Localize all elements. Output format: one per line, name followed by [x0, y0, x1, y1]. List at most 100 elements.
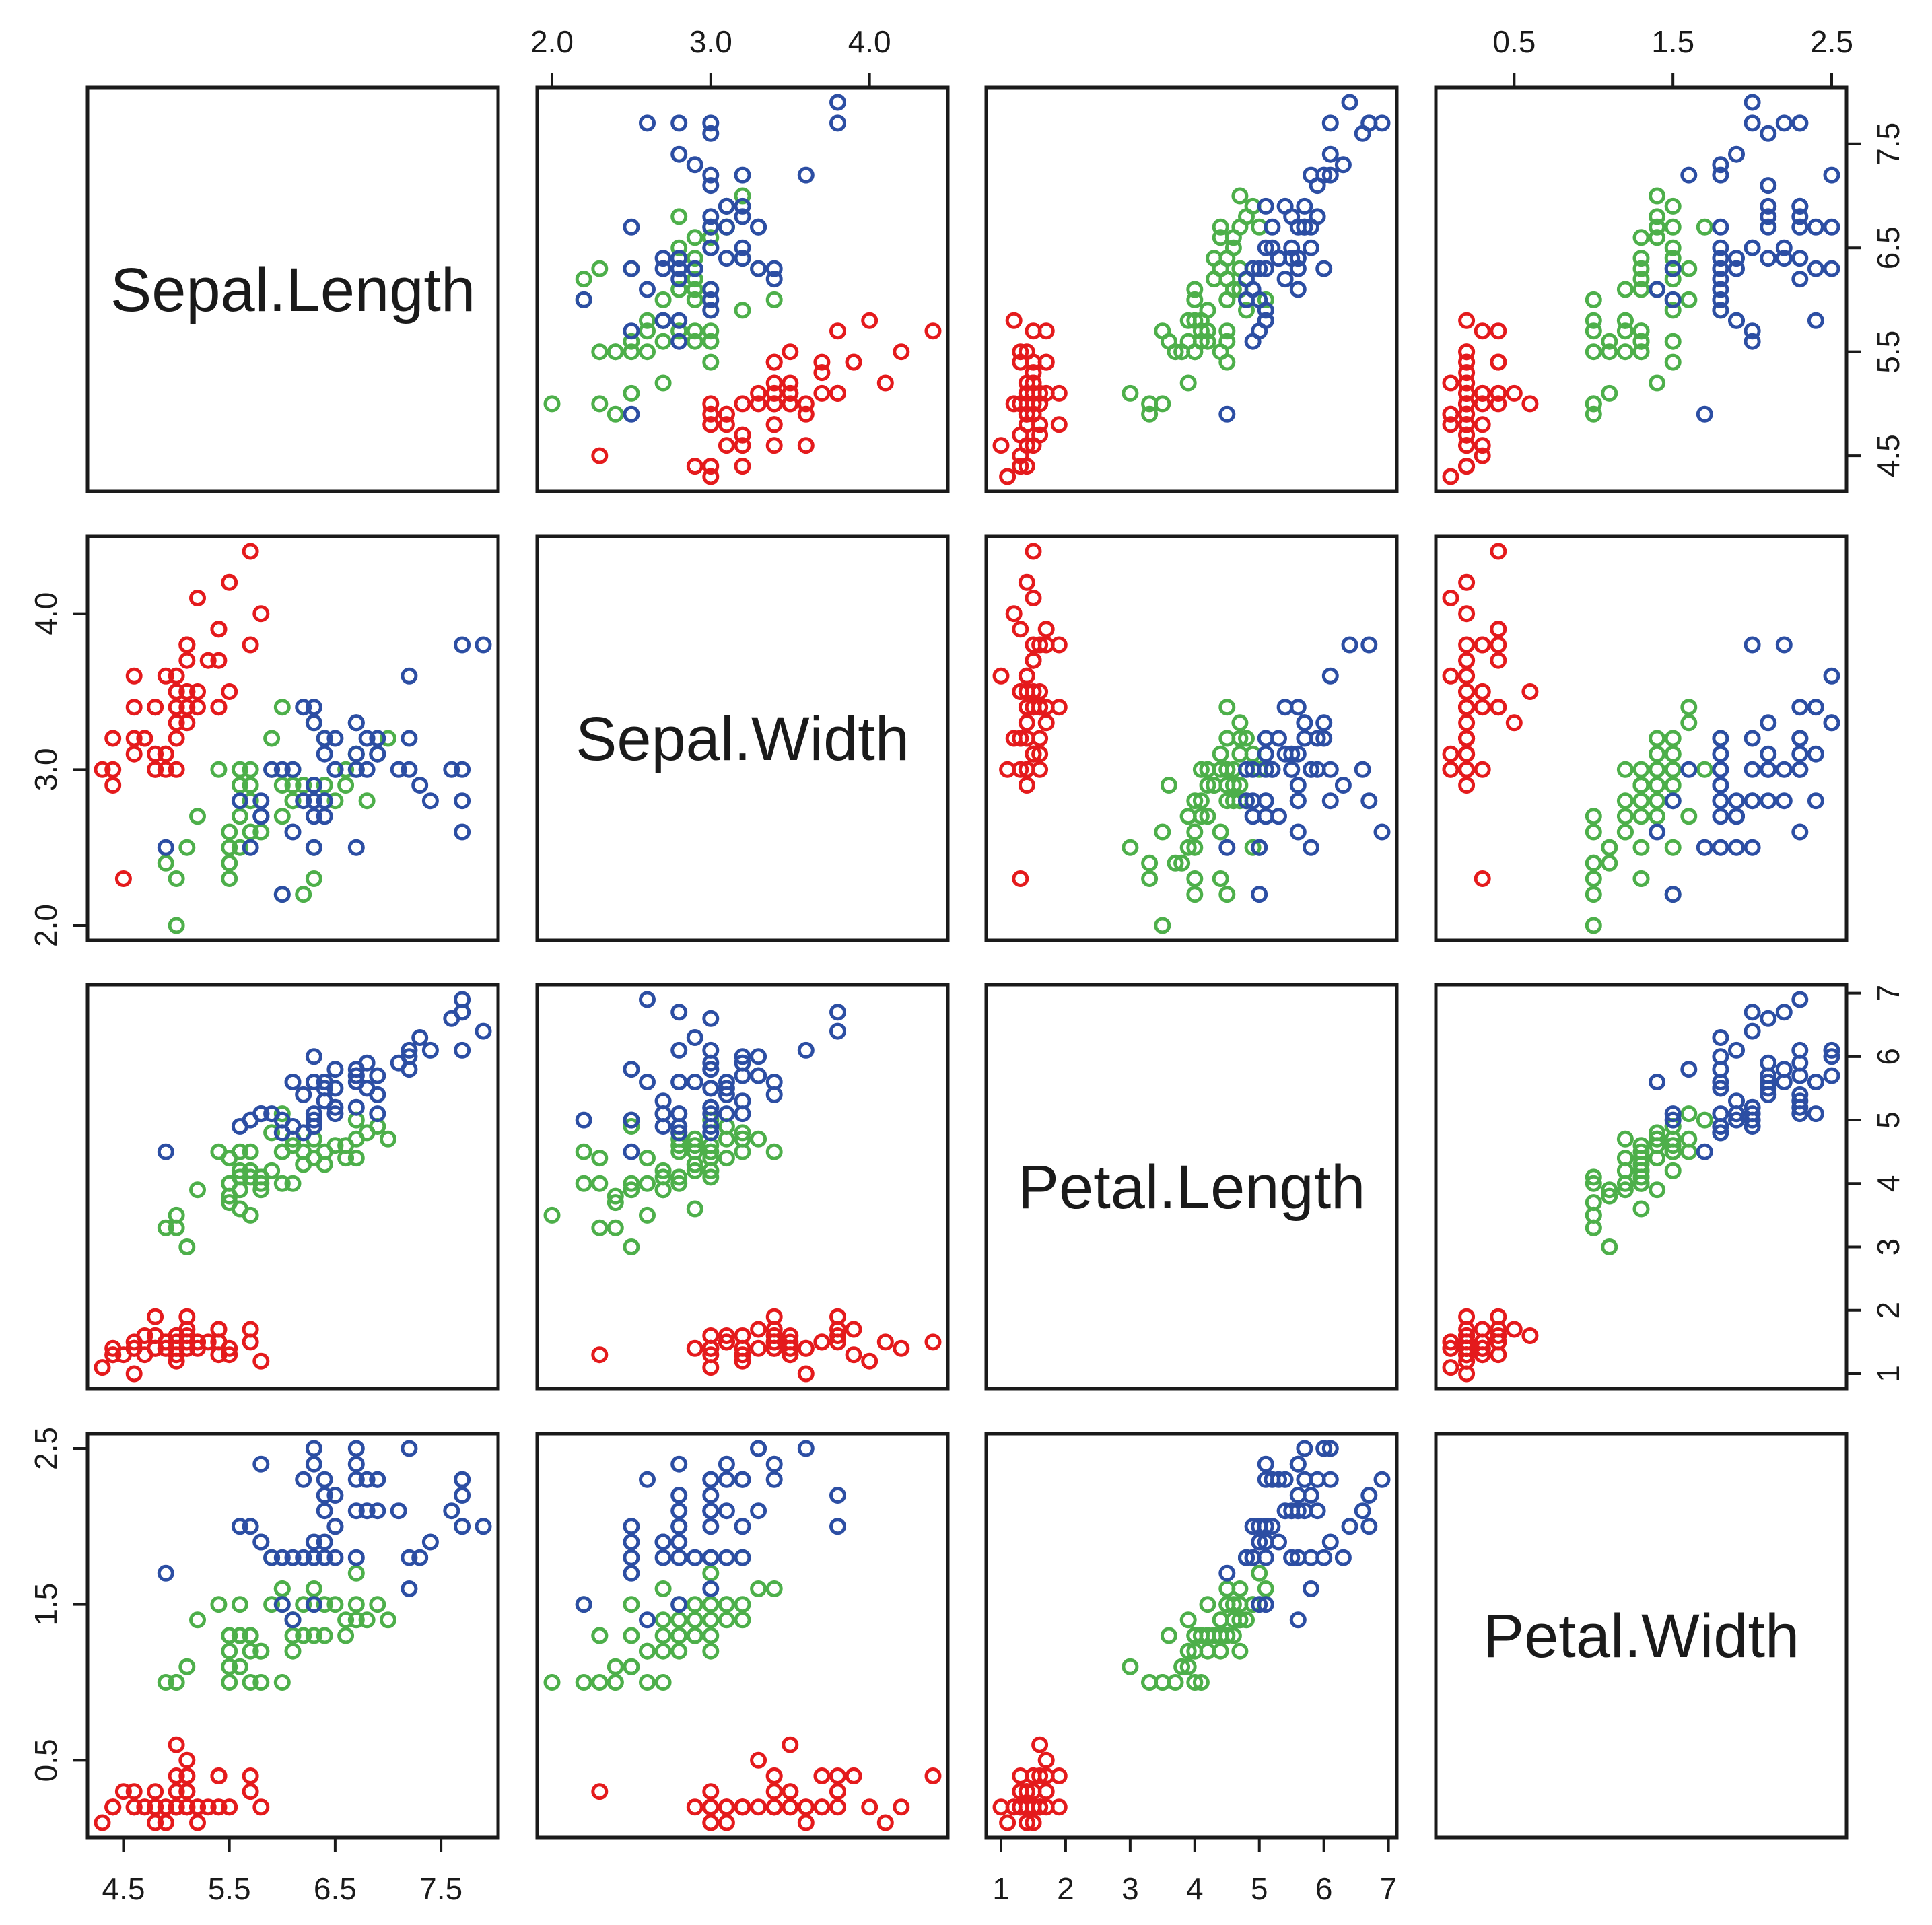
data-point-group-2 [1218, 761, 1236, 778]
data-point-group-3 [734, 250, 751, 267]
data-point-group-3 [1791, 250, 1809, 267]
data-point-group-2 [1585, 886, 1602, 903]
data-point-group-3 [1791, 745, 1809, 763]
tick-label: 4.0 [28, 592, 63, 635]
data-point-group-2 [252, 1674, 270, 1691]
data-point-group-2 [1616, 792, 1634, 810]
data-point-group-2 [231, 1596, 248, 1613]
data-point-group-1 [686, 1339, 703, 1357]
tick-label: 0.5 [28, 1739, 63, 1782]
data-point-group-2 [380, 1611, 396, 1629]
data-point-group-3 [369, 1105, 386, 1123]
data-point-group-3 [1296, 218, 1313, 236]
data-point-group-1 [125, 1783, 143, 1800]
data-point-group-3 [623, 218, 640, 236]
data-point-group-3 [702, 1105, 720, 1123]
data-point-group-1 [829, 384, 846, 402]
data-point-group-1 [242, 1768, 259, 1784]
data-point-group-2 [1206, 271, 1223, 288]
data-point-group-2 [1649, 1181, 1666, 1199]
data-point-group-2 [221, 1194, 238, 1212]
data-point-group-3 [1680, 1061, 1698, 1078]
data-point-group-2 [686, 322, 703, 340]
data-point-group-1 [750, 1321, 767, 1338]
data-point-group-2 [1664, 761, 1682, 778]
data-point-group-3 [734, 1054, 751, 1072]
data-point-group-1 [829, 1333, 846, 1351]
data-point-group-2 [765, 1143, 783, 1160]
data-point-group-2 [607, 1194, 624, 1212]
data-point-group-1 [1490, 1308, 1507, 1325]
data-point-group-1 [1012, 730, 1029, 747]
data-point-group-2 [607, 1658, 624, 1675]
data-point-group-2 [1212, 870, 1229, 887]
data-point-group-3 [242, 839, 259, 856]
data-point-group-3 [718, 1502, 735, 1520]
data-point-group-2 [686, 332, 703, 350]
data-point-group-2 [1122, 384, 1139, 402]
data-point-group-3 [1315, 1549, 1333, 1566]
data-point-group-3 [670, 260, 688, 277]
data-point-group-1 [147, 1339, 164, 1357]
data-point-group-2 [284, 792, 302, 810]
data-point-group-3 [1744, 636, 1761, 654]
data-point-group-2 [1632, 1200, 1650, 1218]
data-point-group-1 [1490, 699, 1507, 716]
data-point-group-1 [168, 1783, 185, 1800]
data-point-group-1 [1050, 699, 1068, 716]
data-point-group-2 [639, 1175, 656, 1192]
data-point-group-1 [1031, 1736, 1049, 1753]
tick-label: 5.5 [1871, 330, 1906, 374]
data-point-group-3 [358, 1502, 376, 1520]
data-point-group-3 [1712, 761, 1729, 778]
data-point-group-1 [1442, 1333, 1459, 1351]
data-point-group-2 [1696, 761, 1713, 778]
panel-frame [984, 85, 1399, 493]
data-point-group-3 [454, 1487, 471, 1504]
data-point-group-3 [1321, 114, 1339, 132]
data-point-group-2 [178, 1238, 196, 1255]
data-point-group-3 [1712, 1124, 1729, 1142]
data-point-group-1 [734, 458, 751, 475]
data-point-group-2 [718, 1611, 735, 1629]
data-point-group-1 [1005, 605, 1023, 623]
data-point-group-3 [1257, 302, 1274, 319]
data-point-group-1 [1474, 416, 1491, 433]
data-point-group-3 [284, 761, 302, 778]
data-point-group-1 [178, 1783, 196, 1800]
data-point-group-3 [421, 792, 439, 810]
data-point-group-2 [189, 808, 206, 825]
data-point-group-3 [765, 1086, 783, 1103]
data-point-group-2 [1632, 1168, 1650, 1186]
data-point-group-1 [782, 1798, 799, 1816]
data-point-group-3 [670, 1124, 688, 1142]
data-point-group-1 [136, 1798, 153, 1816]
data-point-group-2 [284, 1175, 302, 1192]
data-point-group-2 [242, 823, 259, 841]
data-point-group-3 [670, 1518, 688, 1535]
data-point-group-3 [1664, 260, 1682, 277]
data-point-group-2 [1186, 792, 1204, 810]
data-point-group-1 [252, 605, 270, 623]
data-point-group-2 [1664, 839, 1682, 856]
data-point-group-3 [623, 405, 640, 423]
data-point-group-3 [305, 1596, 322, 1613]
data-point-group-3 [1696, 405, 1713, 423]
data-point-group-3 [316, 1080, 333, 1097]
data-point-group-2 [1632, 777, 1650, 794]
data-point-group-3 [305, 777, 322, 794]
data-point-group-3 [1289, 218, 1307, 236]
data-point-group-1 [157, 1798, 174, 1816]
data-point-group-3 [1257, 792, 1274, 810]
data-point-group-2 [1212, 745, 1229, 763]
data-point-group-2 [1122, 839, 1139, 856]
data-point-group-1 [702, 1339, 720, 1357]
data-point-group-2 [1632, 271, 1650, 288]
data-point-group-2 [380, 1130, 396, 1148]
data-point-group-3 [623, 1549, 640, 1566]
data-point-group-3 [1760, 125, 1777, 142]
tick-label: 3.0 [28, 748, 63, 791]
data-point-group-2 [273, 1105, 291, 1123]
data-point-group-3 [305, 1440, 322, 1457]
